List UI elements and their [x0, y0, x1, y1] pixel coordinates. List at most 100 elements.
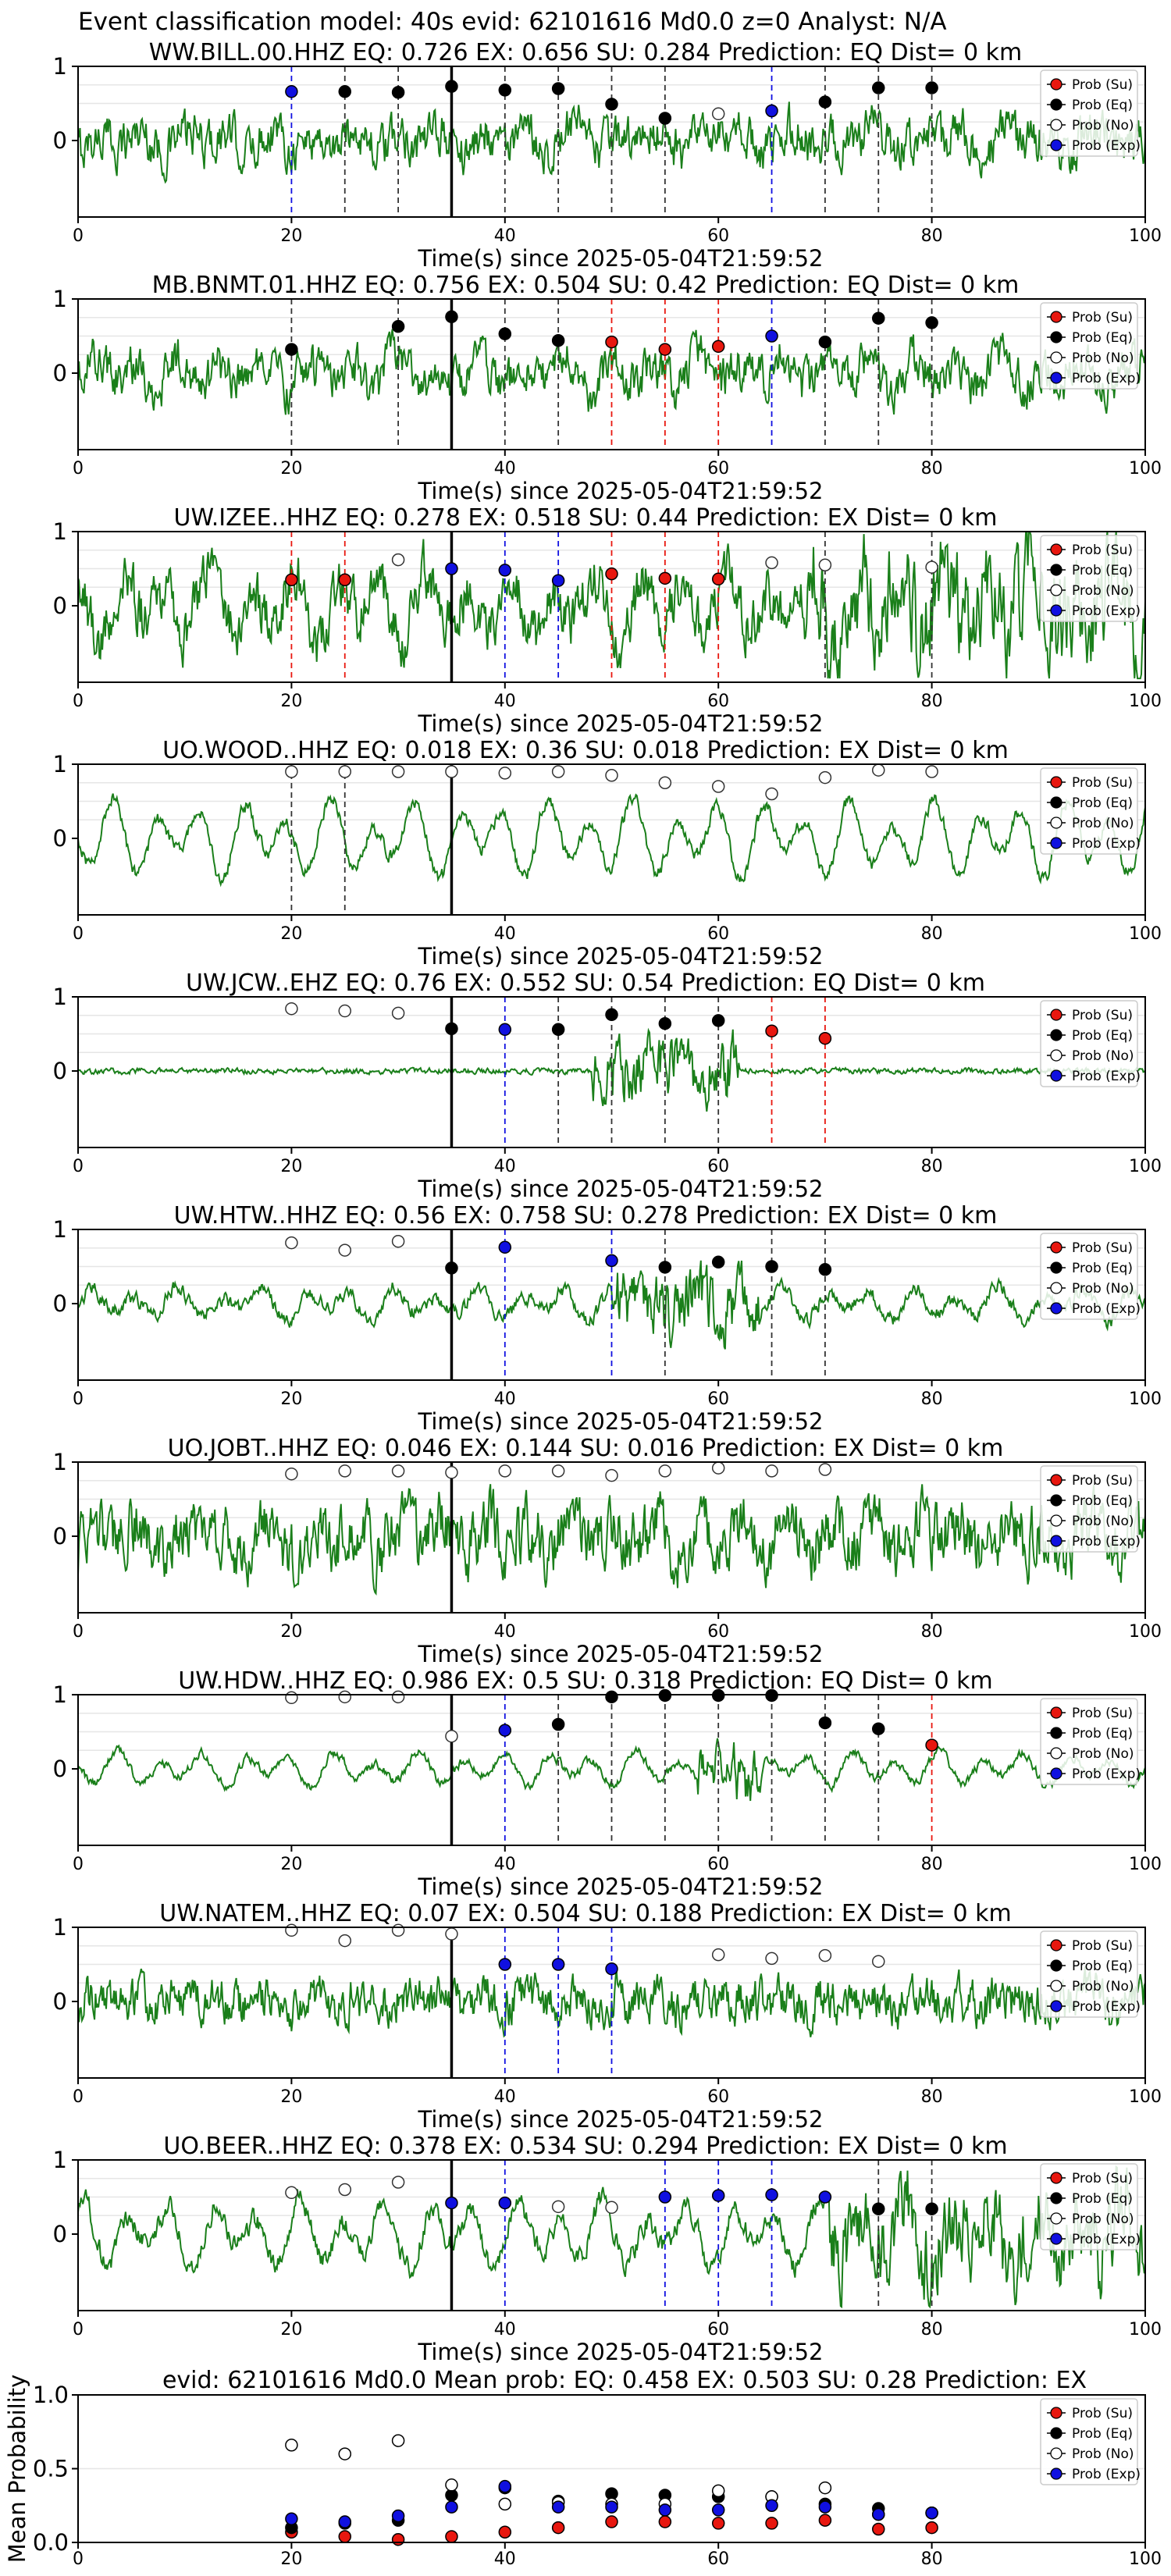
axes-frame	[77, 2159, 1146, 2311]
axes-frame	[77, 1229, 1146, 1381]
x-tick-label: 80	[921, 2320, 943, 2339]
prob-marker-no	[658, 776, 672, 789]
prob-marker-no	[285, 1691, 298, 1705]
x-tick-label: 20	[280, 1622, 302, 1642]
legend-label: Prob (No)	[1072, 816, 1134, 831]
y-tick-label: 0.0	[33, 2529, 69, 2556]
mean-marker-exp	[498, 2479, 512, 2493]
x-tick-label: 40	[494, 1622, 516, 1642]
mean-marker-su	[711, 2517, 725, 2530]
x-tick-label: 0	[73, 1157, 84, 1176]
mean-marker-no	[711, 2484, 725, 2498]
y-tick-label: 1	[53, 518, 67, 545]
y-tick-label: 0	[53, 825, 67, 852]
y-tick-label: 0	[53, 2221, 67, 2247]
x-axis-label: Time(s) since 2025-05-04T21:59:52	[418, 1873, 824, 1900]
x-tick-label: 20	[280, 2549, 302, 2569]
mean-marker-su	[818, 2514, 832, 2527]
x-tick-label: 0	[73, 1622, 84, 1642]
x-tick-label: 0	[73, 2087, 84, 2107]
x-tick-label: 100	[1129, 924, 1162, 944]
x-axis-label: Time(s) since 2025-05-04T21:59:52	[418, 1176, 824, 1202]
legend-marker-no	[1050, 2447, 1062, 2460]
waveform-trace	[77, 793, 1146, 888]
prob-marker-no	[498, 1464, 512, 1478]
prob-marker-eq	[605, 1690, 618, 1704]
prob-marker-no	[818, 770, 832, 785]
prob-marker-no	[872, 763, 885, 777]
panel-title: MB.BNMT.01.HHZ EQ: 0.756 EX: 0.504 SU: 0…	[152, 272, 1020, 299]
y-tick-label: 0	[53, 1290, 67, 1317]
prob-marker-eq	[925, 2202, 938, 2215]
legend-marker-exp	[1050, 2000, 1062, 2012]
prob-marker-eq	[658, 112, 672, 125]
axes-frame	[77, 1927, 1146, 2079]
y-tick-label: 0	[53, 360, 67, 386]
x-tick-label: 80	[921, 692, 943, 711]
x-tick-label: 100	[1129, 1622, 1162, 1642]
waveform-trace	[77, 1484, 1146, 1596]
prob-marker-exp	[498, 1240, 512, 1254]
waveform-trace	[77, 1738, 1146, 1802]
legend-label: Prob (No)	[1072, 583, 1134, 599]
x-tick-label: 60	[707, 2087, 729, 2107]
legend-marker-exp	[1050, 2233, 1062, 2245]
legend-box	[1040, 535, 1138, 622]
prob-marker-eq	[551, 82, 565, 95]
x-tick-label: 100	[1129, 459, 1162, 479]
y-tick-label: 0	[53, 127, 67, 154]
x-tick-label: 20	[280, 1389, 302, 1409]
x-tick-label: 40	[494, 1855, 516, 1874]
x-tick-label: 40	[494, 2320, 516, 2339]
prob-marker-no	[818, 1948, 832, 1962]
x-tick-label: 20	[280, 692, 302, 711]
mean-marker-no	[498, 2497, 512, 2511]
prob-marker-eq	[338, 85, 351, 98]
legend-label: Prob (Eq)	[1072, 2191, 1133, 2207]
prob-marker-eq	[711, 1014, 725, 1027]
legend-label: Prob (No)	[1072, 118, 1134, 133]
legend-marker-exp	[1050, 1302, 1062, 1315]
mean-marker-su	[765, 2517, 778, 2530]
x-tick-label: 0	[73, 2320, 84, 2339]
legend-label: Prob (No)	[1072, 2211, 1134, 2227]
legend-marker-no	[1050, 1514, 1062, 1527]
prob-marker-su	[338, 573, 351, 586]
prob-marker-eq	[872, 81, 885, 94]
x-tick-label: 60	[707, 692, 729, 711]
x-tick-label: 20	[280, 924, 302, 944]
station-panel: WW.BILL.00.HHZ EQ: 0.726 EX: 0.656 SU: 0…	[53, 39, 1162, 272]
legend-marker-eq	[1050, 564, 1062, 576]
y-tick-label: 1	[53, 1449, 67, 1475]
legend-box	[1040, 302, 1138, 390]
mean-marker-exp	[925, 2506, 938, 2520]
prob-marker-eq	[711, 1255, 725, 1269]
legend-marker-exp	[1050, 604, 1062, 617]
legend-marker-no	[1050, 2212, 1062, 2225]
mean-marker-su	[391, 2532, 405, 2546]
x-tick-label: 60	[707, 2320, 729, 2339]
x-tick-label: 0	[73, 692, 84, 711]
mean-marker-su	[498, 2525, 512, 2539]
mean-marker-su	[925, 2521, 938, 2535]
mean-marker-exp	[872, 2507, 885, 2521]
x-tick-label: 60	[707, 459, 729, 479]
legend-marker-su	[1050, 1474, 1062, 1486]
prob-marker-no	[338, 1690, 351, 1704]
x-axis-label: Time(s) since 2025-05-04T21:59:52	[418, 478, 824, 504]
legend-label: Prob (No)	[1072, 1979, 1134, 1994]
prob-marker-no	[285, 1236, 298, 1250]
x-tick-label: 100	[1129, 1389, 1162, 1409]
legend-label: Prob (No)	[1072, 1048, 1134, 1064]
x-tick-label: 100	[1129, 1157, 1162, 1176]
x-tick-label: 80	[921, 1622, 943, 1642]
legend-label: Prob (Su)	[1072, 2406, 1133, 2421]
legend-label: Prob (No)	[1072, 1514, 1134, 1529]
mean-marker-exp	[818, 2500, 832, 2514]
x-tick-label: 100	[1129, 1855, 1162, 1874]
prob-marker-no	[818, 1463, 832, 1476]
y-axis-label: Mean Probability	[4, 2375, 30, 2564]
axes-frame	[77, 1694, 1146, 1846]
x-tick-label: 100	[1129, 692, 1162, 711]
x-tick-label: 20	[280, 2320, 302, 2339]
